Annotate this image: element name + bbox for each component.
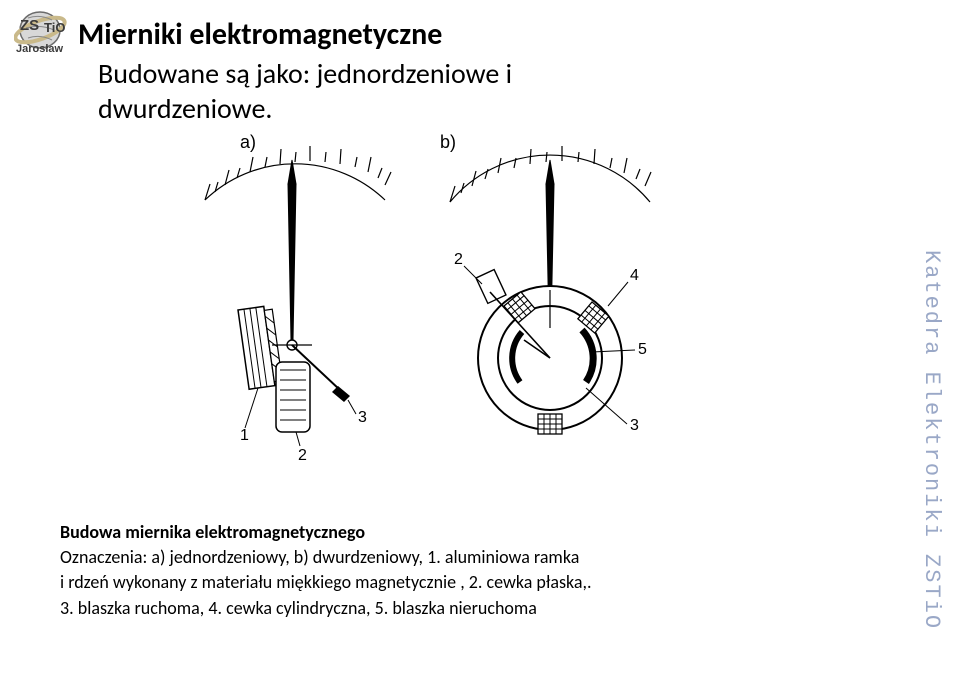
figure: a) b) — [180, 130, 700, 505]
figure-caption: Budowa miernika elektromagnetycznego Ozn… — [60, 520, 592, 621]
svg-text:2: 2 — [454, 251, 463, 268]
side-vertical-text: Katedra Elektroniki ZSTiO — [919, 250, 944, 630]
caption-heading: Budowa miernika elektromagnetycznego — [60, 520, 592, 545]
svg-text:5: 5 — [638, 341, 647, 358]
caption-line-1: Oznaczenia: a) jednordzeniowy, b) dwurdz… — [60, 545, 592, 570]
figure-label-a: a) — [240, 132, 256, 152]
subtitle-line-1: Budowane są jako: jednordzeniowe i — [98, 56, 512, 91]
subtitle-line-2: dwurdzeniowe. — [98, 91, 272, 126]
svg-text:1: 1 — [240, 427, 249, 444]
figure-label-b: b) — [440, 132, 456, 152]
caption-line-2: i rdzeń wykonany z materiału miękkiego m… — [60, 570, 592, 595]
subtitle: Budowane są jako: jednordzeniowe i dwurd… — [98, 56, 512, 126]
figure-panel-b: 2 4 5 3 — [450, 146, 651, 434]
svg-text:3: 3 — [630, 417, 639, 434]
svg-text:4: 4 — [630, 267, 639, 284]
svg-text:TiO: TiO — [44, 20, 65, 35]
svg-text:Jarosław: Jarosław — [16, 43, 64, 55]
svg-text:2: 2 — [298, 447, 307, 464]
caption-line-3: 3. blaszka ruchoma, 4. cewka cylindryczn… — [60, 596, 592, 621]
svg-text:ZS: ZS — [20, 17, 39, 34]
page-title: Mierniki elektromagnetyczne — [78, 16, 442, 53]
page: ZS TiO Jarosław Mierniki elektromagnetyc… — [0, 0, 960, 697]
svg-text:3: 3 — [358, 409, 367, 426]
logo: ZS TiO Jarosław — [14, 8, 84, 61]
figure-panel-a: 1 2 3 — [205, 146, 391, 464]
